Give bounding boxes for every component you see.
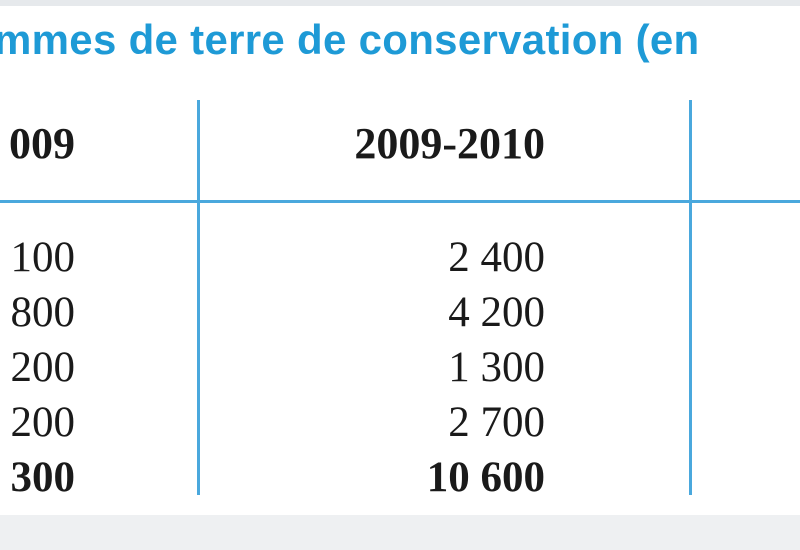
table-cell: 200: [10, 399, 76, 446]
table-cell: 100: [10, 234, 76, 281]
table-cell: 200: [10, 344, 76, 391]
column-header-2008-2009: 009: [9, 119, 75, 168]
table-cell: 2 700: [448, 399, 545, 446]
table-cell: 800: [10, 289, 76, 336]
top-border: [0, 0, 800, 6]
table-cell: 4 200: [448, 289, 545, 336]
column-divider-1: [197, 100, 200, 495]
total-cell: 10 600: [426, 454, 545, 501]
column-header-2009-2010: 2009-2010: [354, 119, 545, 168]
table-cell: 2 400: [448, 234, 545, 281]
table-title: mmes de terre de conservation (en: [0, 16, 700, 63]
total-cell: 300: [10, 454, 76, 501]
bottom-border: [0, 515, 800, 550]
table-cell: 1 300: [448, 344, 545, 391]
column-divider-2: [689, 100, 692, 495]
header-divider: [0, 200, 800, 203]
